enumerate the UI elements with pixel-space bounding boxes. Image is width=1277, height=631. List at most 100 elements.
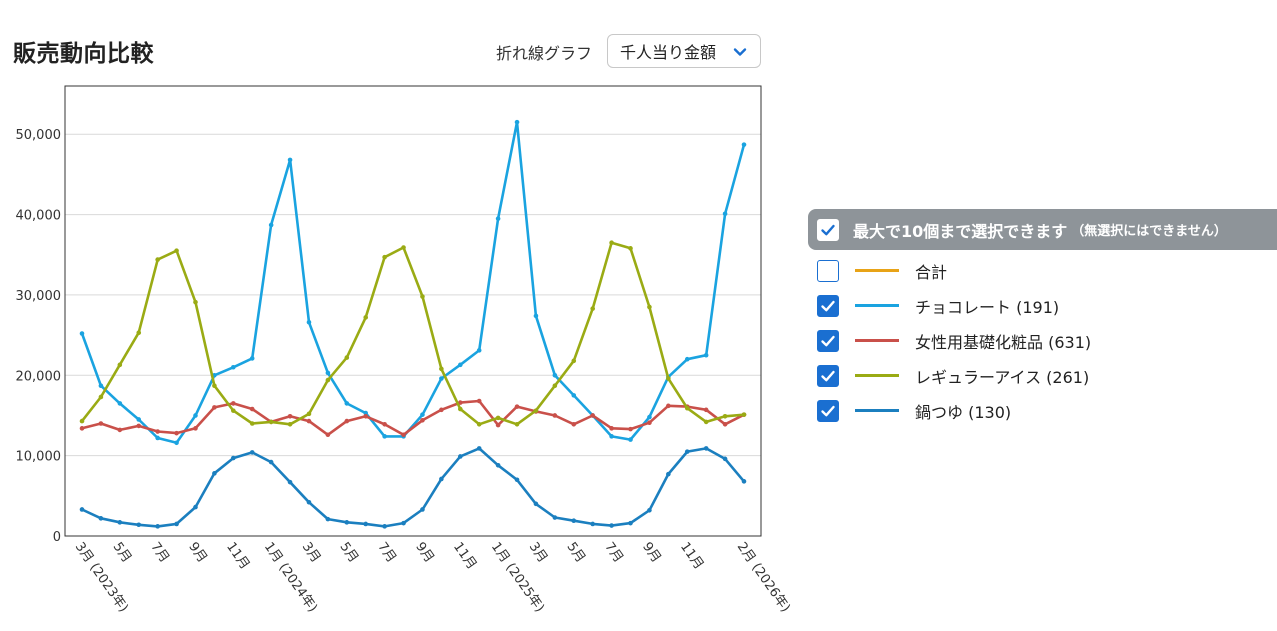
data-point <box>117 362 123 368</box>
chevron-down-icon <box>733 48 747 56</box>
legend-item[interactable]: 鍋つゆ (130) <box>808 393 1277 428</box>
data-point <box>174 430 179 436</box>
legend-header-note: （無選択にはできません） <box>1071 224 1227 239</box>
data-point <box>98 394 104 400</box>
check-icon <box>821 370 835 381</box>
data-point <box>722 456 728 462</box>
data-point <box>703 419 709 425</box>
legend-item[interactable]: チョコレート (191) <box>808 288 1277 323</box>
data-point <box>231 408 236 413</box>
x-tick-label: 7月 <box>374 540 398 566</box>
data-point <box>117 401 123 406</box>
check-icon <box>821 405 835 416</box>
data-point <box>420 294 425 299</box>
legend-checkbox[interactable] <box>817 294 839 317</box>
data-point <box>571 422 577 427</box>
data-point <box>268 419 274 425</box>
data-point <box>457 406 463 412</box>
data-point <box>476 422 482 427</box>
metric-select[interactable]: 千人当り金額 <box>607 34 761 68</box>
x-tick-label: 9月 <box>185 540 209 566</box>
data-point <box>401 245 406 250</box>
y-tick-label: 30,000 <box>16 289 62 304</box>
y-tick-label: 0 <box>53 530 61 545</box>
page-title: 販売動向比較 <box>13 41 154 67</box>
data-point <box>514 477 520 483</box>
data-point <box>79 426 85 431</box>
check-icon <box>821 300 835 311</box>
data-point <box>117 520 123 525</box>
series-line <box>81 447 745 528</box>
data-point <box>193 413 198 418</box>
data-point <box>231 364 236 370</box>
data-point <box>439 476 444 482</box>
legend-label: 鍋つゆ (130) <box>915 402 1012 422</box>
legend-swatch <box>855 409 899 412</box>
y-tick-label: 40,000 <box>16 209 62 224</box>
data-point <box>306 499 312 505</box>
data-point <box>666 376 671 381</box>
x-tick-label: 11月 <box>450 540 479 573</box>
data-point <box>495 462 501 468</box>
check-icon <box>821 335 835 346</box>
data-point <box>249 450 255 455</box>
data-point <box>590 413 595 418</box>
data-point <box>287 413 293 419</box>
data-point <box>136 423 142 429</box>
legend-checkbox[interactable] <box>817 259 839 282</box>
data-point <box>344 418 350 424</box>
data-point <box>136 417 142 422</box>
data-point <box>363 413 369 419</box>
legend-item[interactable]: レギュラーアイス (261) <box>808 358 1277 393</box>
legend-swatch <box>855 339 899 342</box>
legend-header: 最大で10個まで選択できます （無選択にはできません） <box>808 209 1277 250</box>
legend-label: レギュラーアイス (261) <box>915 367 1090 387</box>
data-point <box>193 299 198 305</box>
legend-checkbox[interactable] <box>817 399 839 422</box>
data-point <box>476 446 482 451</box>
x-tick-label: 3月 <box>526 540 550 566</box>
select-all-checkbox[interactable] <box>817 218 839 241</box>
data-point <box>439 366 444 372</box>
data-point <box>363 315 369 320</box>
data-point <box>212 471 217 476</box>
data-point <box>741 479 747 484</box>
x-tick-label: 3月 <box>299 540 323 566</box>
data-point <box>420 507 425 512</box>
data-point <box>439 407 444 413</box>
x-tick-label: 5月 <box>563 540 587 566</box>
data-point <box>514 422 520 427</box>
data-point <box>249 406 255 412</box>
data-point <box>628 520 633 526</box>
data-point <box>457 362 463 368</box>
data-point <box>174 248 179 254</box>
data-point <box>344 520 350 525</box>
legend-checkbox[interactable] <box>817 364 839 387</box>
data-point <box>325 377 331 383</box>
data-point <box>571 358 577 364</box>
legend-item[interactable]: 女性用基礎化粧品 (631) <box>808 323 1277 358</box>
data-point <box>136 330 142 335</box>
data-point <box>401 520 406 526</box>
legend-items: 合計 チョコレート (191) 女性用基礎化粧品 (631) レギュラーアイス (26… <box>808 253 1277 428</box>
data-point <box>306 319 312 325</box>
legend-checkbox[interactable] <box>817 329 839 352</box>
legend-item[interactable]: 合計 <box>808 253 1277 288</box>
data-point <box>684 449 690 454</box>
data-point <box>590 521 595 527</box>
data-point <box>249 356 255 361</box>
legend-swatch <box>855 374 899 377</box>
data-point <box>382 524 387 529</box>
legend: 最大で10個まで選択できます （無選択にはできません） 合計 チョコレート (19… <box>808 209 1277 428</box>
plot-frame <box>64 85 762 537</box>
legend-header-text: 最大で10個まで選択できます <box>853 221 1068 241</box>
data-point <box>609 523 614 528</box>
data-point <box>287 422 293 427</box>
data-point <box>231 401 236 406</box>
data-point <box>552 515 558 520</box>
data-point <box>155 257 160 262</box>
x-tick-label: 7月 <box>147 540 171 566</box>
data-point <box>533 408 539 413</box>
data-point <box>628 246 633 251</box>
x-tick-label: 9月 <box>639 540 663 566</box>
